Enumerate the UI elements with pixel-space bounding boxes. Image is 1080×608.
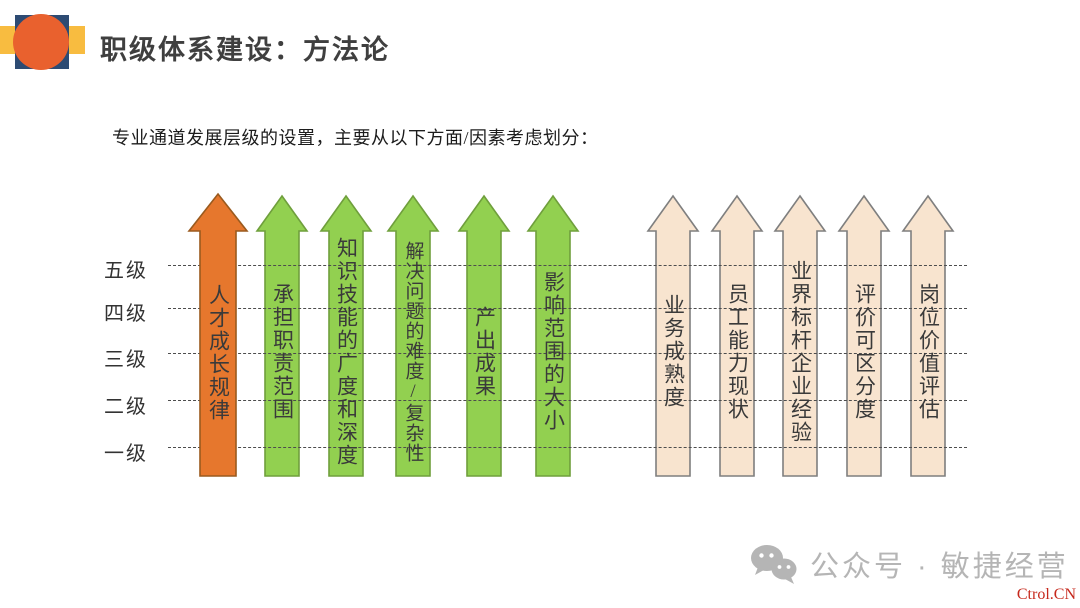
level-line-3 — [168, 353, 967, 354]
level-label-3: 三级 — [104, 349, 148, 371]
wechat-icon — [751, 545, 797, 584]
up-arrow-icon — [526, 194, 580, 477]
up-arrow-icon — [773, 194, 827, 477]
up-arrow-icon — [255, 194, 309, 477]
page-title: 职级体系建设：方法论 — [100, 35, 390, 65]
factor-arrow-impact-scope: 影响范围的大小 — [526, 194, 580, 478]
factor-arrow-talent-growth: 人才成长规律 — [187, 192, 249, 478]
footer-wechat: 公众号 · 敏捷经营 — [748, 543, 1069, 585]
wechat-account-label: 公众号 · 敏捷经营 — [810, 551, 1069, 583]
up-arrow-icon — [187, 192, 249, 477]
level-label-1: 一级 — [104, 443, 148, 465]
factor-arrow-position-value: 岗位价值评估 — [901, 194, 955, 478]
level-line-4 — [168, 308, 967, 309]
up-arrow-icon — [386, 194, 440, 477]
level-line-5 — [168, 265, 967, 266]
factor-label: 员工能力现状 — [725, 282, 750, 421]
up-arrow-icon — [710, 194, 764, 477]
factor-label: 评价可区分度 — [852, 282, 877, 421]
factor-label: 业务成熟度 — [661, 294, 686, 409]
up-arrow-icon — [901, 194, 955, 477]
factor-label: 承担职责范围 — [270, 282, 295, 421]
factor-arrow-problem-difficulty: 解决问题的难度/复杂性 — [386, 194, 440, 478]
level-line-1 — [168, 447, 967, 448]
up-arrow-icon — [457, 194, 511, 477]
factor-label: 知识技能的广度和深度 — [334, 236, 359, 467]
watermark-text: Ctrol.CN — [1016, 586, 1076, 603]
factor-arrow-knowledge-skill: 知识技能的广度和深度 — [319, 194, 373, 478]
level-label-2: 二级 — [104, 396, 148, 418]
factor-label: 解决问题的难度/复杂性 — [402, 240, 424, 463]
factor-arrow-responsibility: 承担职责范围 — [255, 194, 309, 478]
factor-label: 岗位价值评估 — [916, 282, 941, 421]
up-arrow-icon — [319, 194, 373, 477]
factor-label: 影响范围的大小 — [541, 271, 566, 432]
factor-arrow-employee-capability: 员工能力现状 — [710, 194, 764, 478]
up-arrow-icon — [837, 194, 891, 477]
factor-label: 产出成果 — [472, 305, 497, 398]
level-label-5: 五级 — [104, 260, 148, 282]
factor-label: 业界标杆企业经验 — [788, 259, 813, 444]
factor-arrow-business-maturity: 业务成熟度 — [646, 194, 700, 478]
factor-label: 人才成长规律 — [206, 283, 231, 422]
intro-text: 专业通道发展层级的设置，主要从以下方面/因素考虑划分： — [112, 128, 599, 148]
logo-orange-circle — [13, 14, 69, 70]
factor-arrow-output: 产出成果 — [457, 194, 511, 478]
level-line-2 — [168, 400, 967, 401]
level-label-4: 四级 — [104, 303, 148, 325]
up-arrow-icon — [646, 194, 700, 477]
factor-arrow-benchmark-experience: 业界标杆企业经验 — [773, 194, 827, 478]
factor-arrow-evaluation-distinction: 评价可区分度 — [837, 194, 891, 478]
company-logo — [0, 0, 95, 80]
